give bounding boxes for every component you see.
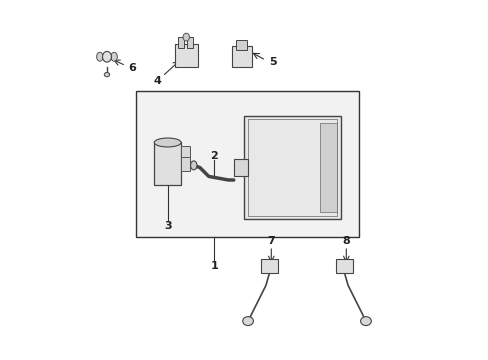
Bar: [178, 37, 183, 48]
Bar: [319, 123, 337, 212]
Ellipse shape: [242, 317, 253, 325]
Text: 3: 3: [163, 221, 171, 231]
Text: 7: 7: [267, 236, 275, 246]
Bar: [247, 119, 337, 216]
Bar: [233, 158, 247, 176]
Bar: [181, 146, 190, 157]
Ellipse shape: [111, 52, 117, 61]
Text: 4: 4: [153, 76, 161, 86]
Text: 6: 6: [128, 63, 136, 73]
Ellipse shape: [154, 138, 181, 147]
Text: 8: 8: [342, 236, 349, 246]
Text: 1: 1: [210, 261, 218, 271]
Ellipse shape: [102, 51, 111, 62]
Ellipse shape: [190, 161, 197, 170]
Bar: [135, 91, 358, 237]
Bar: [335, 258, 353, 273]
Text: 5: 5: [269, 57, 276, 67]
Bar: [181, 157, 190, 171]
Bar: [260, 258, 278, 273]
Bar: [154, 143, 181, 185]
Text: 2: 2: [210, 151, 218, 161]
Bar: [187, 37, 192, 48]
Bar: [244, 116, 340, 219]
Ellipse shape: [97, 52, 103, 61]
Ellipse shape: [360, 317, 370, 325]
Bar: [231, 46, 251, 67]
Ellipse shape: [104, 72, 109, 77]
Bar: [235, 40, 247, 50]
Ellipse shape: [183, 33, 189, 41]
Bar: [175, 44, 198, 67]
